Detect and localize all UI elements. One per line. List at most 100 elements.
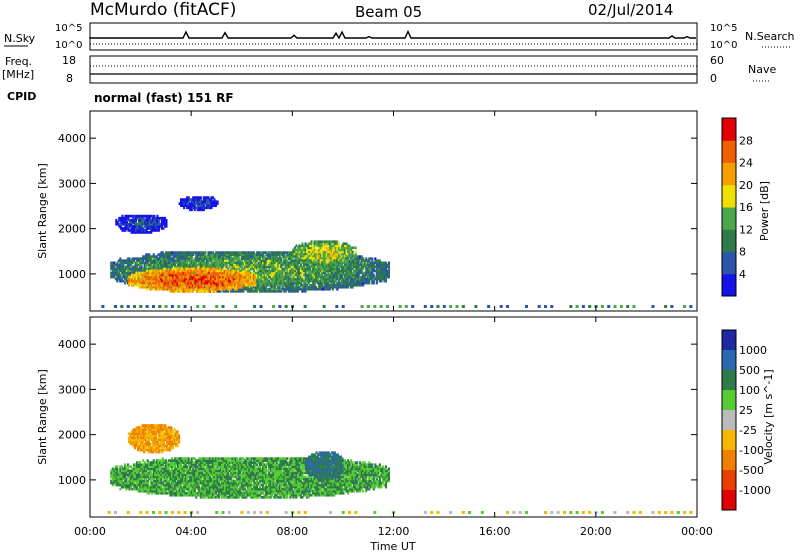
heatmap-cell (158, 273, 161, 277)
heatmap-cell (322, 271, 325, 275)
heatmap-cell (258, 253, 262, 256)
heatmap-cell (204, 265, 207, 269)
heatmap-cell (134, 275, 137, 279)
heatmap-cell (185, 273, 188, 277)
heatmap-cell (189, 198, 192, 201)
heatmap-cell (281, 283, 284, 287)
heatmap-cell (312, 285, 315, 289)
heatmap-cell (216, 287, 219, 291)
heatmap-cell (304, 256, 307, 260)
heatmap-cell (171, 277, 175, 281)
heatmap-cell (158, 253, 161, 256)
heatmap-cell (181, 198, 184, 201)
heatmap-cell (142, 481, 145, 485)
heatmap-cell (192, 261, 195, 265)
heatmap-cell (342, 283, 345, 287)
heatmap-cell (351, 261, 354, 265)
heatmap-cell (186, 259, 189, 263)
heatmap-cell (240, 281, 243, 285)
heatmap-cell (248, 253, 251, 256)
heatmap-cell (278, 281, 281, 285)
heatmap-cell (243, 253, 246, 256)
heatmap-cell (325, 250, 328, 254)
heatmap-cell (357, 273, 360, 277)
heatmap-cell (234, 261, 237, 265)
heatmap-cell (184, 277, 187, 281)
heatmap-cell (378, 271, 381, 275)
heatmap-cell (137, 479, 140, 483)
heatmap-cell (142, 267, 145, 271)
heatmap-cell (225, 263, 228, 267)
heatmap-cell (180, 257, 183, 261)
heatmap-cell (170, 283, 173, 287)
heatmap-cell (245, 265, 248, 269)
heatmap-cell (159, 275, 162, 279)
heatmap-cell (237, 265, 240, 269)
heatmap-cell (128, 218, 132, 222)
heatmap-cell (321, 267, 324, 271)
heatmap-cell (316, 275, 319, 279)
heatmap-cell (275, 279, 278, 283)
heatmap-cell (284, 275, 287, 279)
heatmap-cell (153, 283, 156, 287)
heatmap-cell (168, 283, 172, 287)
heatmap-cell (304, 287, 307, 291)
heatmap-cell (327, 269, 330, 273)
heatmap-cell (136, 265, 139, 269)
heatmap-cell (283, 290, 286, 293)
ground-scatter-cell (215, 305, 219, 308)
heatmap-cell (278, 251, 281, 254)
heatmap-cell (353, 259, 356, 263)
heatmap-cell (307, 248, 310, 252)
heatmap-cell (201, 251, 204, 254)
heatmap-cell (159, 269, 162, 273)
heatmap-cell (165, 275, 169, 279)
heatmap-cell (322, 242, 325, 246)
ground-scatter-cell (506, 305, 509, 308)
heatmap-cell (146, 473, 149, 477)
heatmap-cell (195, 265, 198, 269)
heatmap-cell (313, 256, 316, 260)
heatmap-cell (162, 221, 165, 224)
heatmap-cell (336, 250, 339, 254)
heatmap-cell (213, 198, 216, 201)
heatmap-cell (120, 483, 124, 487)
heatmap-cell (260, 277, 263, 281)
heatmap-cell (187, 277, 190, 281)
heatmap-cell (223, 287, 226, 291)
heatmap-cell (199, 253, 202, 256)
heatmap-cell (283, 277, 286, 281)
heatmap-cell (313, 279, 316, 283)
heatmap-cell (258, 261, 262, 265)
heatmap-cell (175, 251, 178, 254)
heatmap-cell (147, 231, 150, 234)
heatmap-cell (162, 281, 165, 285)
heatmap-cell (199, 277, 202, 281)
heatmap-cell (286, 259, 289, 263)
heatmap-cell (173, 281, 176, 285)
heatmap-cell (342, 260, 345, 264)
heatmap-cell (133, 463, 136, 467)
heatmap-cell (113, 477, 116, 481)
heatmap-cell (166, 465, 169, 469)
heatmap-cell (222, 255, 225, 258)
heatmap-cell (378, 267, 381, 271)
heatmap-cell (155, 465, 158, 469)
heatmap-cell (246, 279, 249, 283)
heatmap-cell (191, 269, 194, 273)
heatmap-cell (303, 290, 306, 293)
heatmap-cell (299, 283, 303, 287)
ground-scatter-cell (461, 305, 465, 308)
heatmap-cell (293, 271, 297, 275)
heatmap-cell (347, 252, 350, 256)
heatmap-cell (348, 281, 351, 285)
heatmap-cell (275, 271, 278, 275)
heatmap-cell (281, 271, 284, 275)
heatmap-cell (330, 277, 333, 281)
heatmap-cell (268, 253, 271, 256)
heatmap-cell (165, 281, 169, 285)
heatmap-cell (340, 252, 344, 256)
heatmap-cell (181, 290, 184, 293)
heatmap-cell (110, 271, 113, 275)
heatmap-cell (247, 283, 250, 287)
